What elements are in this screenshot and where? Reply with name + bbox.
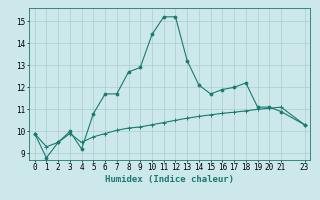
X-axis label: Humidex (Indice chaleur): Humidex (Indice chaleur) xyxy=(105,175,234,184)
